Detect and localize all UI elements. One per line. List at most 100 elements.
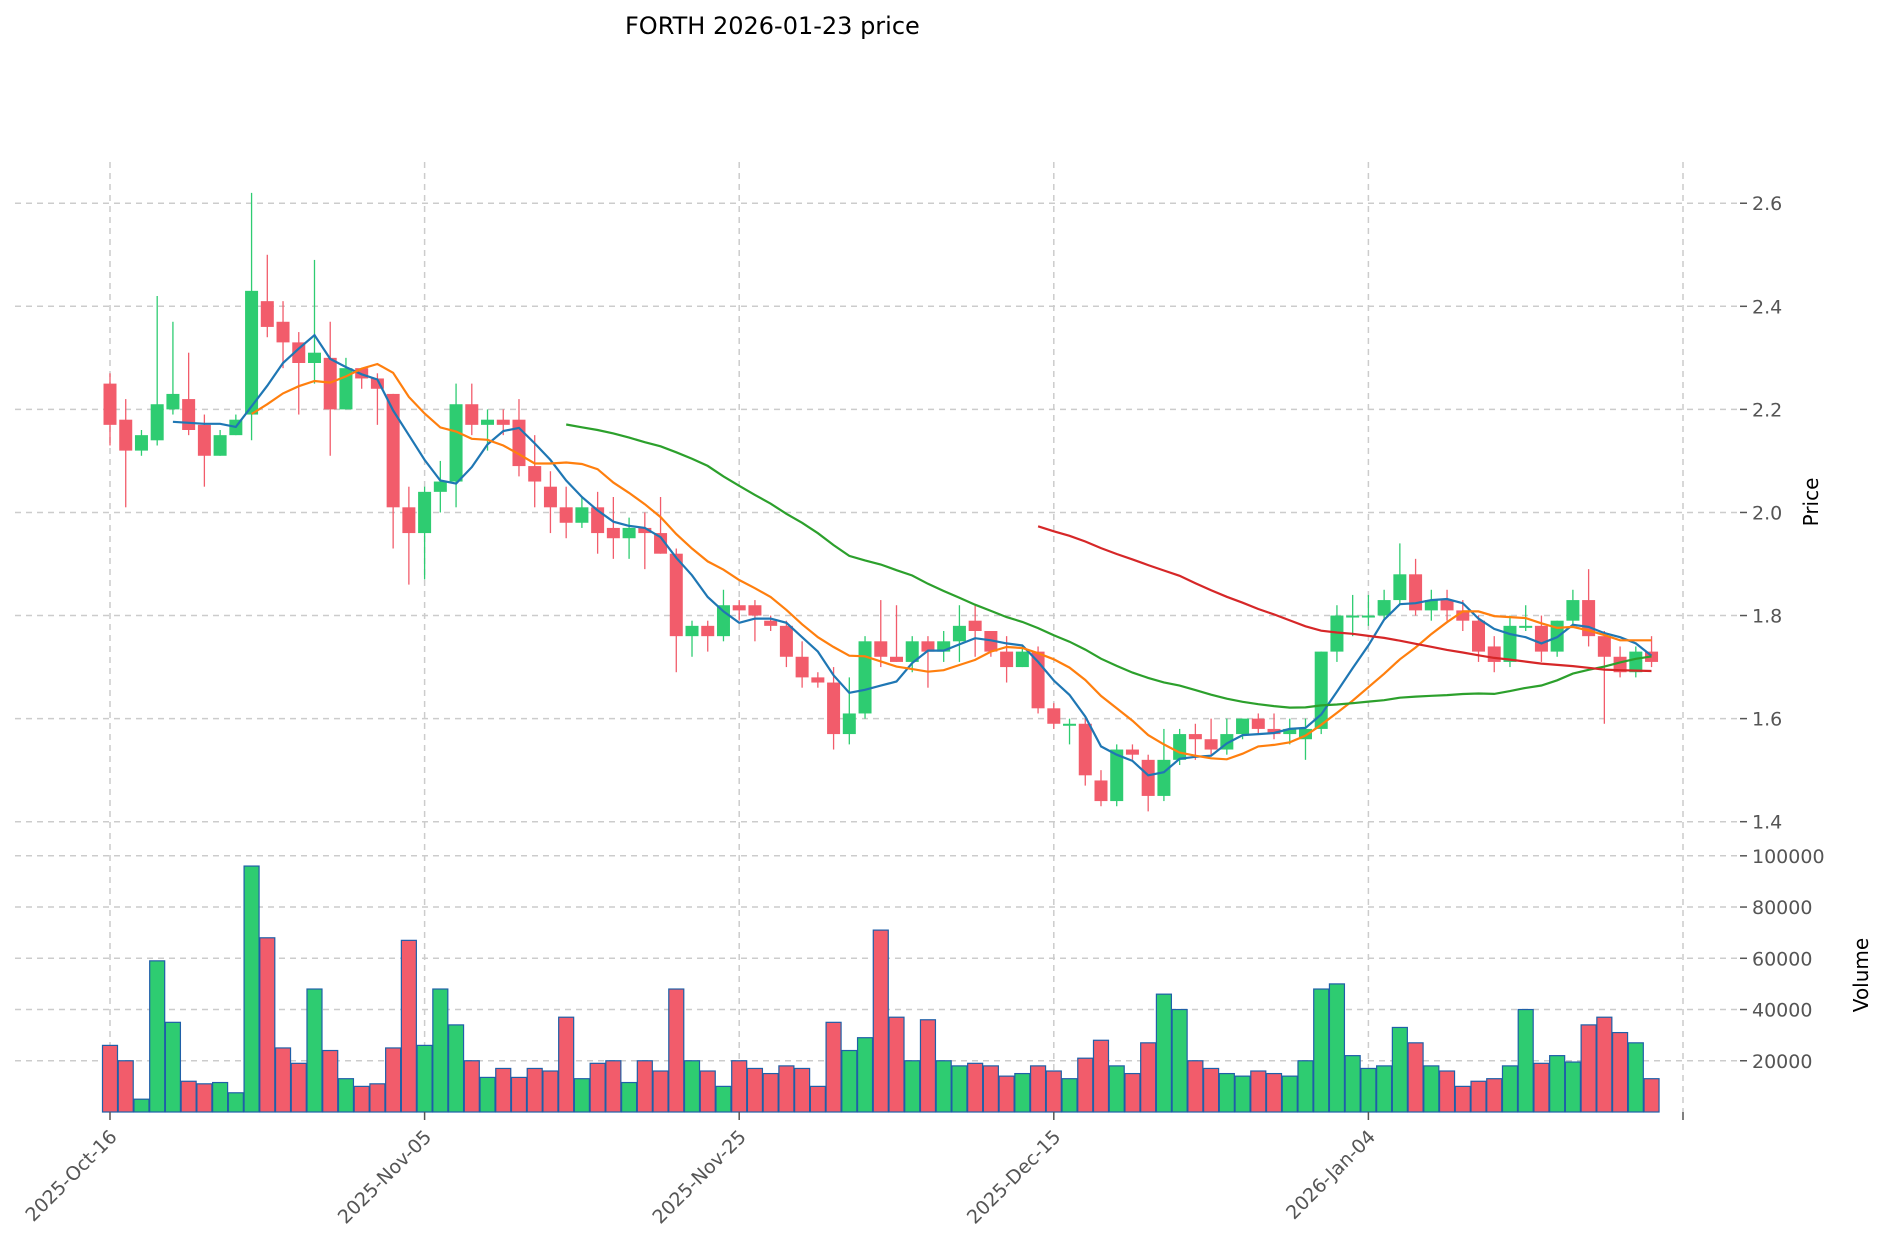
candle-body	[1346, 615, 1360, 618]
candle-body	[1267, 728, 1281, 735]
x-tick-label: 2025-Nov-25	[648, 1126, 750, 1228]
volume-bar	[447, 1024, 465, 1113]
candle-body	[449, 404, 463, 482]
volume-bar	[1265, 1072, 1283, 1113]
volume-bar	[809, 1085, 826, 1113]
volume-bar	[1564, 1061, 1581, 1113]
volume-bar	[1061, 1078, 1078, 1113]
volume-bar	[1376, 1065, 1393, 1113]
candle-body	[1361, 615, 1375, 618]
volume-bar	[951, 1065, 968, 1113]
candle-body	[292, 342, 306, 363]
volume-bar	[1029, 1065, 1047, 1113]
volume-bar	[1124, 1072, 1141, 1113]
candle-body	[1456, 610, 1470, 621]
x-tick-label: 2026-Jan-04	[1282, 1126, 1380, 1224]
volume-bar	[133, 1098, 150, 1113]
candle-body	[1141, 759, 1155, 796]
volume-bar	[1391, 1026, 1408, 1113]
candle-body	[1204, 739, 1218, 750]
volume-bar	[1407, 1042, 1424, 1113]
volume-bar	[1218, 1072, 1235, 1113]
x-tick-label: 2025-Dec-15	[963, 1126, 1066, 1229]
volume-bar	[1281, 1075, 1298, 1113]
candle-body	[1173, 734, 1187, 760]
volume-bar	[1313, 988, 1330, 1113]
candle-body	[1000, 651, 1014, 668]
price-tick-label: 2.6	[1752, 193, 1782, 215]
volume-bar	[1045, 1070, 1062, 1113]
candle-body	[559, 507, 573, 523]
candle-body	[119, 419, 133, 451]
volume-bar	[432, 988, 449, 1113]
volume-bar	[196, 1083, 213, 1113]
candle-body	[1031, 651, 1045, 709]
price-tick-label: 1.4	[1752, 812, 1782, 834]
candle-body	[764, 620, 778, 626]
volume-bar	[872, 929, 889, 1113]
volume-bar	[1517, 1008, 1534, 1113]
candle-body	[1377, 600, 1391, 616]
candle-body	[1063, 723, 1077, 726]
moving-average-lines	[172, 333, 1653, 777]
volume-bar	[164, 1021, 182, 1113]
candle-body	[182, 399, 196, 430]
volume-bar	[1250, 1070, 1267, 1113]
volume-bar	[369, 1083, 386, 1113]
volume-bar	[715, 1085, 732, 1113]
candle-body	[1251, 718, 1265, 729]
candle-body	[307, 352, 321, 363]
candle-body	[1597, 636, 1611, 657]
candle-body	[543, 486, 557, 508]
candle-body	[150, 404, 164, 441]
volume-bar	[888, 1016, 905, 1113]
candle-body	[465, 404, 479, 425]
candle-body	[496, 419, 510, 425]
volume-bar	[1549, 1055, 1566, 1113]
candle-body	[370, 378, 384, 389]
ma-line-ma30	[566, 423, 1652, 709]
candle-body	[795, 656, 809, 678]
volume-bar	[1470, 1080, 1487, 1113]
candle-body	[952, 625, 966, 642]
candle-body	[1283, 728, 1297, 735]
volume-bar	[1627, 1042, 1644, 1113]
volume-bar	[385, 1047, 402, 1113]
volume-bar	[149, 960, 166, 1113]
candle-body	[1015, 651, 1029, 668]
volume-bar	[243, 865, 260, 1113]
candle-body	[779, 625, 793, 657]
volume-bar	[227, 1092, 244, 1113]
candle-body	[1047, 708, 1061, 724]
price-tick-label: 1.8	[1752, 606, 1782, 628]
volume-bar	[1486, 1078, 1503, 1113]
candle-body	[528, 466, 542, 482]
volume-bar	[259, 937, 276, 1113]
volume-bar	[919, 1019, 937, 1113]
volume-bar	[212, 1081, 229, 1113]
volume-bar	[699, 1070, 716, 1113]
candle-body	[575, 507, 589, 523]
volume-bar	[510, 1076, 528, 1113]
volume-bar	[1014, 1072, 1031, 1113]
volume-bar	[746, 1067, 764, 1113]
volume-bar	[573, 1078, 591, 1113]
price-tick-label: 2.4	[1752, 296, 1782, 318]
volume-bar	[526, 1067, 543, 1113]
volume-bar	[416, 1044, 433, 1113]
volume-bar	[967, 1062, 984, 1113]
candle-body	[937, 641, 951, 652]
candle-body	[1629, 651, 1643, 673]
candle-body	[842, 713, 856, 735]
x-tick-label: 2025-Nov-05	[334, 1126, 436, 1228]
volume-bar	[306, 988, 323, 1113]
volume-bar	[904, 1060, 921, 1113]
candle-body	[213, 435, 227, 456]
candle-body	[433, 481, 447, 492]
candle-body	[748, 605, 762, 616]
candle-body	[858, 641, 872, 714]
volume-bar	[1234, 1075, 1251, 1113]
volume-bar	[1454, 1085, 1471, 1113]
volume-bar	[274, 1047, 292, 1113]
